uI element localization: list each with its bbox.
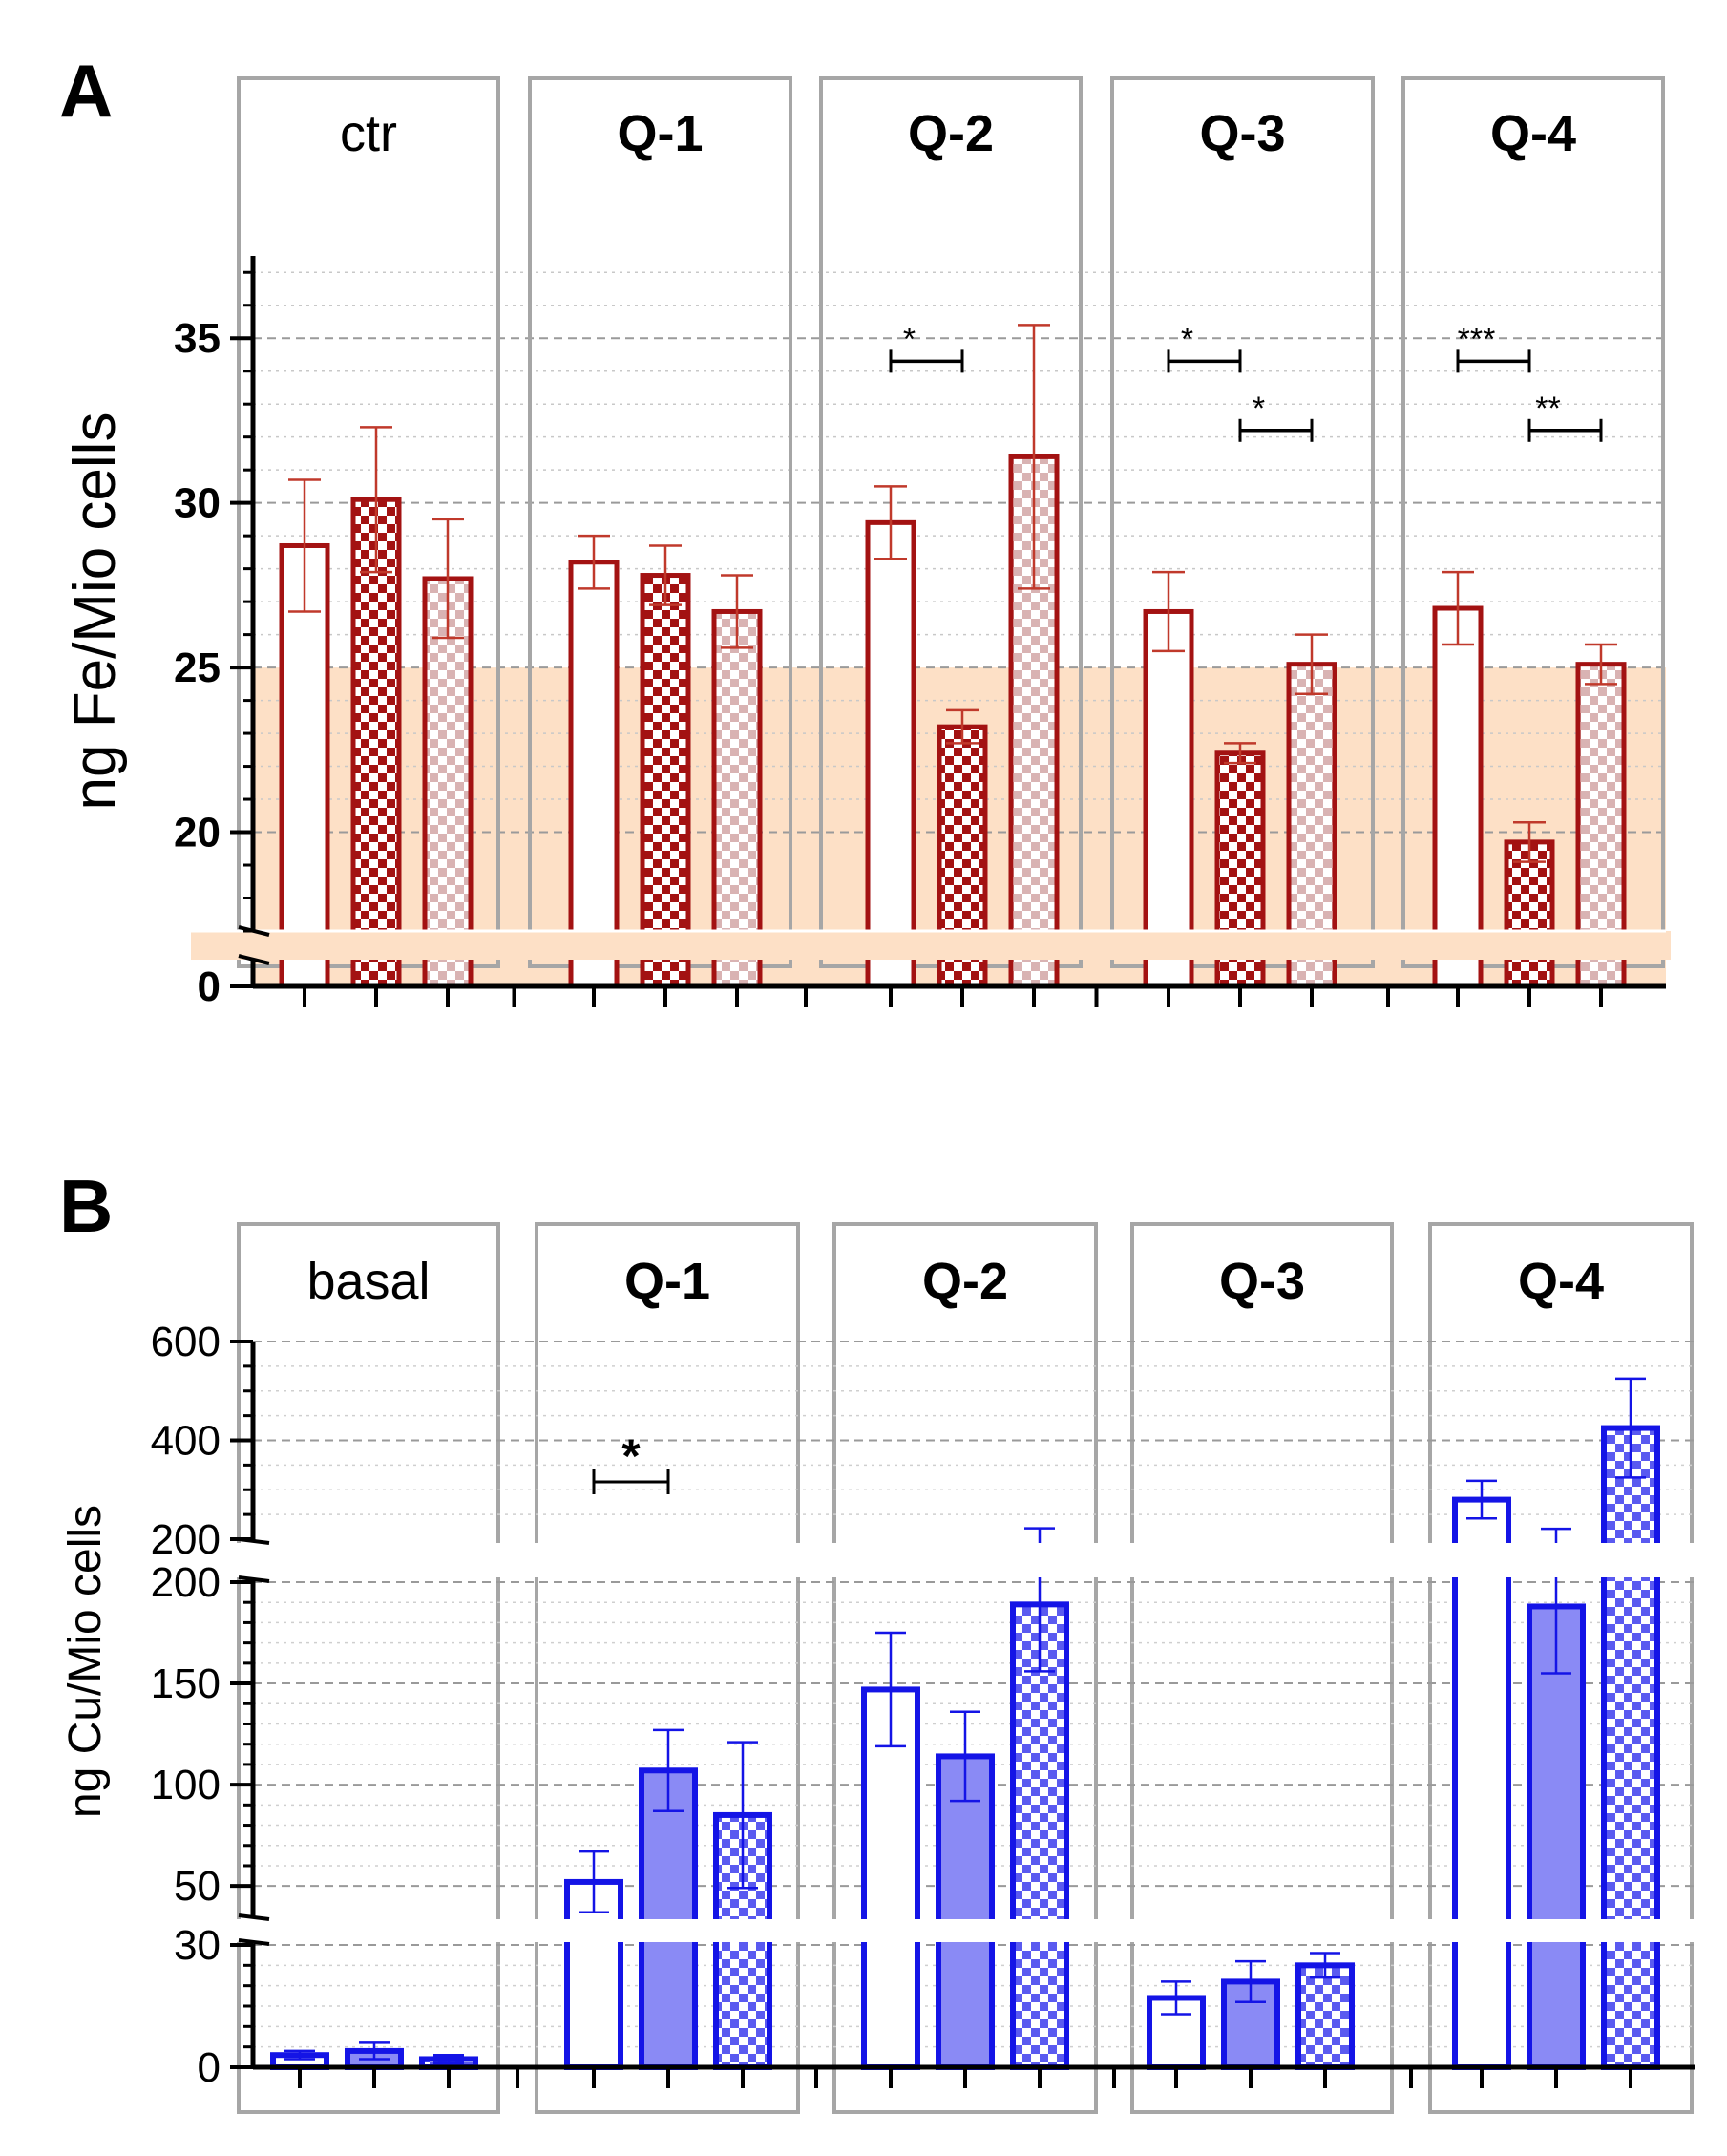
y-tick-label: 25 [174, 645, 221, 691]
significance-label: * [1181, 321, 1193, 357]
group-label: Q-1 [617, 105, 703, 162]
y-tick-label: 0 [198, 2044, 221, 2091]
bar [279, 542, 330, 989]
group-label: Q-4 [1490, 105, 1576, 162]
y-tick-label: 30 [174, 1922, 221, 1969]
bar [639, 1767, 698, 2070]
significance-label: *** [1458, 321, 1496, 357]
y-tick-label: 35 [174, 315, 221, 362]
bar [936, 1753, 995, 2070]
panel-a-letter: A [59, 49, 113, 133]
y-tick-label: 150 [151, 1660, 221, 1707]
group-label: Q-2 [922, 1253, 1008, 1310]
break-mark [238, 1913, 270, 1921]
bar [1295, 1962, 1355, 2070]
bar [1432, 605, 1484, 989]
group-label: ctr [340, 105, 397, 162]
y-tick-label: 30 [174, 480, 221, 527]
y-tick-label: 200 [151, 1516, 221, 1563]
group-frame [237, 1222, 500, 2114]
group-frame [1428, 1222, 1694, 2114]
y-axis-title: ng Cu/Mio cells [60, 1505, 111, 1818]
y-tick-label: 400 [151, 1418, 221, 1465]
group-label: basal [306, 1253, 430, 1310]
group-label: Q-4 [1518, 1253, 1604, 1310]
y-tick-label: 20 [174, 810, 221, 856]
group-label: Q-1 [624, 1253, 710, 1310]
bar [1601, 1425, 1660, 2070]
significance-label: * [903, 321, 916, 357]
bar [640, 573, 691, 989]
y-tick-label: 50 [174, 1863, 221, 1910]
y-tick-label: 600 [151, 1319, 221, 1365]
break-mark [238, 1575, 270, 1583]
group-frame [535, 1222, 800, 2114]
panel-b-letter: B [59, 1164, 113, 1248]
y-tick-label: 200 [151, 1559, 221, 1606]
y-tick-label: 100 [151, 1762, 221, 1808]
group-frame [832, 1222, 1098, 2114]
group-label: Q-3 [1199, 105, 1285, 162]
significance-label: ** [1535, 391, 1560, 427]
break-mark [238, 925, 270, 937]
bar [1010, 1601, 1069, 2071]
y-tick-label: 0 [198, 963, 221, 1010]
bar [1504, 839, 1555, 989]
bar [1452, 1496, 1511, 2070]
bar [422, 576, 474, 989]
y-axis-title: ng Fe/Mio cells [62, 412, 128, 811]
group-label: Q-2 [908, 105, 994, 162]
bar [865, 519, 916, 989]
significance-label: * [621, 1429, 641, 1483]
break-mark [238, 954, 270, 965]
group-label: Q-3 [1219, 1253, 1305, 1310]
chart-a: ctr Q-1 Q-2 Q-3 Q-4 0 20 25 30 35 ng Fe/Mio cells *… [62, 76, 1671, 1010]
axis-break-gap [229, 1919, 1695, 1942]
axis-break [191, 931, 1671, 960]
significance-label: * [1253, 391, 1265, 427]
bar [568, 560, 620, 989]
axis-break-gap [229, 1543, 1695, 1577]
group-frame [1130, 1222, 1394, 2114]
break-mark [238, 1938, 270, 1946]
bar [1527, 1603, 1586, 2071]
